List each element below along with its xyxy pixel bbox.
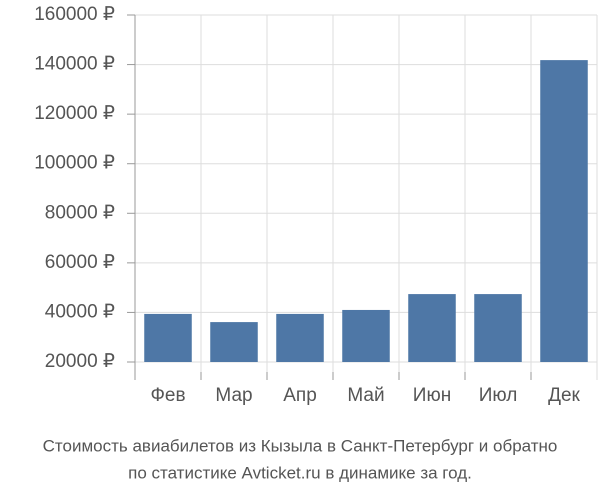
y-tick-label: 20000 ₽ — [45, 351, 115, 372]
bar — [144, 313, 192, 362]
bar — [210, 322, 258, 362]
x-tick-label: Фев — [150, 385, 185, 406]
y-tick-label: 160000 ₽ — [34, 4, 115, 25]
x-tick-label: Июл — [479, 385, 518, 406]
x-tick-label: Май — [347, 385, 384, 406]
chart-subtitle: по статистике Avticket.ru в динамике за … — [128, 463, 472, 482]
x-tick-label: Мар — [215, 385, 252, 406]
bar — [408, 294, 456, 362]
bar — [474, 294, 522, 362]
y-tick-label: 120000 ₽ — [34, 103, 115, 124]
x-tick-label: Апр — [283, 385, 317, 406]
chart-title: Стоимость авиабилетов из Кызыла в Санкт-… — [43, 436, 558, 455]
bar — [540, 60, 588, 363]
y-tick-label: 140000 ₽ — [34, 54, 115, 75]
y-tick-label: 100000 ₽ — [34, 153, 115, 174]
x-tick-label: Дек — [548, 385, 580, 406]
y-tick-label: 80000 ₽ — [45, 202, 115, 223]
x-tick-label: Июн — [413, 385, 451, 406]
bar — [276, 313, 324, 362]
bar — [342, 309, 390, 362]
y-tick-label: 60000 ₽ — [45, 252, 115, 273]
y-tick-label: 40000 ₽ — [45, 301, 115, 322]
